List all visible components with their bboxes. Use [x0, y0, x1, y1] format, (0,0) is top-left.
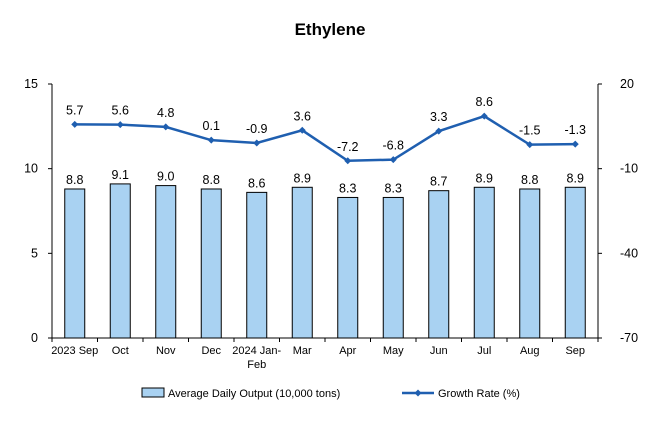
x-tick-label: Feb: [247, 359, 266, 371]
line-data-label: -7.2: [337, 140, 359, 154]
x-tick-label: Apr: [339, 345, 356, 357]
x-tick-label: Mar: [293, 345, 312, 357]
line-point: [571, 140, 579, 148]
line-point: [162, 123, 170, 131]
bar-data-label: 8.8: [521, 173, 538, 187]
x-tick-label: 2024 Jan-: [232, 345, 281, 357]
x-tick-label: Jul: [477, 345, 491, 357]
left-tick-label: 15: [24, 77, 38, 91]
line-point: [526, 141, 534, 149]
line-data-label: -6.8: [382, 139, 404, 153]
bar-data-label: 8.6: [248, 176, 265, 190]
line-data-label: 5.7: [66, 103, 83, 117]
bar: [291, 186, 313, 339]
left-tick-label: 5: [31, 246, 38, 260]
line-data-label: -0.9: [246, 122, 268, 136]
bar-data-label: 8.8: [66, 173, 83, 187]
legend-line-marker: [414, 389, 422, 397]
bar-data-label: 8.3: [339, 181, 356, 195]
line-point: [253, 139, 261, 147]
x-tick-label: Jun: [430, 345, 448, 357]
bar-data-label: 9.0: [157, 170, 174, 184]
right-tick-label: -40: [620, 246, 638, 260]
line-data-label: 4.8: [157, 106, 174, 120]
line-data-label: -1.5: [519, 124, 541, 138]
bar-data-label: 8.9: [294, 171, 311, 185]
bar-data-label: 8.9: [476, 171, 493, 185]
bar: [473, 186, 495, 339]
line-data-label: 3.6: [294, 109, 311, 123]
bar: [200, 188, 222, 339]
right-tick-label: 20: [620, 77, 634, 91]
bar: [519, 188, 541, 339]
line-data-label: 3.3: [430, 110, 447, 124]
bar-data-label: 8.8: [203, 173, 220, 187]
chart-title: Ethylene: [294, 20, 366, 39]
bar-data-label: 8.3: [385, 181, 402, 195]
x-tick-label: May: [383, 345, 404, 357]
bar: [246, 191, 268, 339]
line-point: [207, 136, 215, 144]
x-tick-label: Sep: [565, 345, 585, 357]
bar-data-label: 8.9: [567, 171, 584, 185]
bar: [155, 185, 177, 339]
legend-line-label: Growth Rate (%): [438, 388, 520, 400]
x-tick-label: Aug: [520, 345, 540, 357]
line-data-label: 8.6: [476, 95, 493, 109]
growth-rate-line: [74, 114, 576, 163]
line-point: [344, 157, 352, 165]
bar: [337, 196, 359, 339]
x-tick-label: Nov: [156, 345, 176, 357]
left-tick-label: 0: [31, 331, 38, 345]
right-tick-label: -70: [620, 331, 638, 345]
x-tick-label: Oct: [112, 345, 129, 357]
line-data-label: 0.1: [203, 119, 220, 133]
left-tick-label: 10: [24, 162, 38, 176]
legend-bar-label: Average Daily Output (10,000 tons): [168, 388, 340, 400]
line-data-label: -1.3: [564, 123, 586, 137]
line-data-label: 5.6: [112, 104, 129, 118]
bar: [564, 186, 586, 339]
bar: [382, 196, 404, 339]
legend-bar-swatch: [141, 387, 165, 398]
bar: [109, 183, 131, 339]
bar-data-label: 8.7: [430, 175, 447, 189]
right-tick-label: -10: [620, 162, 638, 176]
line-point: [71, 120, 79, 128]
line-point: [435, 127, 443, 135]
line-point: [116, 121, 124, 129]
line-point: [298, 126, 306, 134]
x-tick-label: Dec: [201, 345, 221, 357]
bar: [64, 188, 86, 339]
bar-data-label: 9.1: [112, 168, 129, 182]
line-point: [480, 112, 488, 120]
x-tick-label: 2023 Sep: [51, 345, 98, 357]
bar: [428, 190, 450, 339]
line-point: [389, 156, 397, 164]
